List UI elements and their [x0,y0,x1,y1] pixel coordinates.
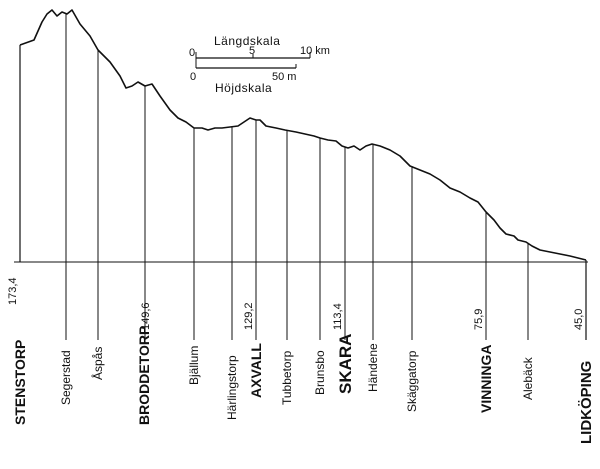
length-scale-label-0: 0 [189,47,195,59]
elevation-label-axvall: 129,2 [243,302,255,330]
station-names: STENSTORP Segerstad Åspås BRODDETORP Bjä… [12,326,595,444]
station-name-segerstad: Segerstad [59,350,73,405]
station-name-bjallum: Bjällum [187,346,201,385]
elevation-label-vinninga: 75,9 [473,309,485,330]
station-name-stenstorp: STENSTORP [12,340,28,425]
length-scale-title: Längdskala [214,34,280,48]
elevation-labels: 173,4 149,6 129,2 113,4 75,9 45,0 [7,277,585,330]
height-scale-label-50: 50 m [272,71,296,83]
elevation-label-brunsbo: 113,4 [332,303,344,330]
length-scale-label-10: 10 km [300,45,330,57]
station-name-harlingstorp: Härlingstorp [225,355,239,420]
scale-bar: Längdskala 0 5 10 km 0 50 m Höjdskala [189,34,330,95]
elevation-label-stenstorp: 173,4 [7,277,19,305]
elevation-label-broddetorp: 149,6 [140,302,152,330]
station-name-brunsbo: Brunsbo [313,350,327,395]
station-name-axvall: AXVALL [248,343,264,398]
length-scale-label-5: 5 [249,45,255,57]
height-scale-title: Höjdskala [215,81,272,95]
station-name-skaggatorp: Skäggatorp [405,350,419,412]
station-name-skara: SKARA [336,334,355,394]
station-name-broddetorp: BRODDETORP [136,326,152,425]
station-name-aspas: Åspås [90,347,105,380]
station-name-lidkoping: LIDKÖPING [578,361,595,444]
station-name-vinninga: VINNINGA [478,345,494,413]
station-name-aleback: Alebäck [521,356,535,400]
height-scale-label-0: 0 [190,71,196,83]
station-drop-lines [14,14,588,340]
station-name-handene: Händene [366,343,380,392]
elevation-profile-line [19,9,587,261]
elevation-label-lidkoping: 45,0 [573,309,585,330]
station-name-tubbetorp: Tubbetorp [280,350,294,405]
